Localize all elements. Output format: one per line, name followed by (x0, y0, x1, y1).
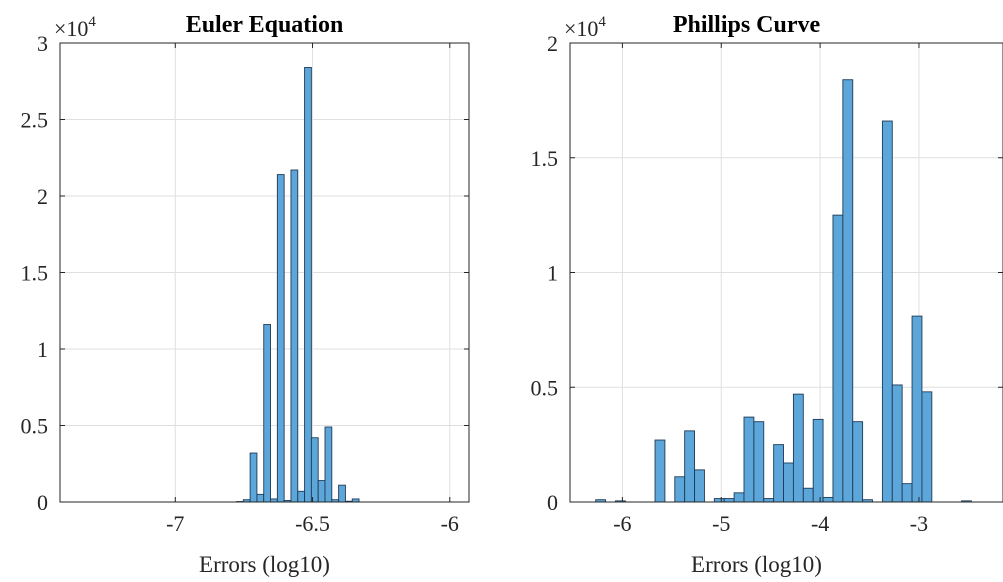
histogram-bar (763, 498, 775, 503)
y-tick-label: 2 (37, 184, 48, 209)
histogram-bar (338, 484, 346, 503)
y-tick-label: 2.5 (21, 108, 49, 133)
histogram-bar (297, 490, 306, 503)
histogram-bar (822, 496, 834, 503)
histogram-bar (743, 416, 755, 503)
chart-title: Phillips Curve (673, 12, 821, 38)
x-tick-label: -3 (910, 511, 928, 536)
phillips-curve-panel: -6 -5 -4 -3 0 0.5 1 1.5 2 Phillips Curve Errors… (531, 12, 1003, 577)
histogram-bar (802, 487, 814, 503)
histogram-bar (654, 439, 666, 503)
histogram-bar (911, 315, 923, 503)
y-tick-label: 0.5 (531, 375, 559, 400)
histogram-bar (290, 169, 299, 503)
histogram-bar (317, 480, 326, 503)
histogram-bar (753, 421, 765, 503)
histogram-bar (901, 483, 913, 503)
x-axis-label: Errors (log10) (199, 552, 330, 577)
x-tick-label: -5 (712, 511, 730, 536)
x-tick-label: -6 (441, 511, 459, 536)
histogram-bar (674, 476, 686, 503)
x-tick-label: -6 (613, 511, 631, 536)
histogram-bar (304, 67, 312, 503)
histogram-bar (684, 430, 696, 503)
histogram-bar (733, 492, 745, 503)
y-tick-label: 1.5 (531, 146, 559, 171)
y-tick-label: 1.5 (21, 261, 49, 286)
histogram-bar (249, 452, 258, 503)
y-tick-label: 0 (547, 490, 558, 515)
chart-title: Euler Equation (186, 12, 344, 38)
y-tick-label: 0 (37, 490, 48, 515)
y-axis-multiplier: ×104 (564, 14, 606, 41)
histogram-bar (310, 437, 319, 503)
x-tick-label: -6.5 (295, 511, 330, 536)
y-tick-label: 2 (547, 31, 558, 56)
histogram-bar (881, 120, 893, 503)
y-tick-label: 0.5 (21, 414, 49, 439)
y-tick-label: 1 (37, 337, 48, 362)
histogram-bar (832, 214, 844, 503)
histogram-bar (792, 393, 804, 503)
histogram-bar (713, 498, 725, 503)
y-tick-label: 1 (547, 261, 558, 286)
histogram-bar (812, 418, 824, 503)
histogram-bar (891, 384, 903, 503)
histogram-bar (263, 324, 271, 503)
histogram-bar (773, 444, 784, 503)
histogram-bar (723, 498, 735, 503)
histogram-bar (256, 493, 265, 503)
histogram-bar (783, 462, 794, 503)
y-axis-multiplier: ×104 (54, 14, 96, 41)
histogram-bar (921, 391, 933, 503)
histogram-bar (276, 174, 285, 503)
x-tick-label: -4 (811, 511, 829, 536)
histogram-bar (694, 469, 705, 503)
x-axis-label: Errors (log10) (691, 552, 822, 577)
histogram-bar (852, 421, 864, 503)
y-tick-label: 3 (37, 31, 48, 56)
histogram-bar (324, 426, 333, 503)
x-tick-label: -7 (166, 511, 184, 536)
histogram-bar (842, 79, 854, 503)
euler-equation-panel: -7 -6.5 -6 0 0.5 1 1.5 2 2.5 3 Euler Equation Er… (21, 12, 470, 577)
